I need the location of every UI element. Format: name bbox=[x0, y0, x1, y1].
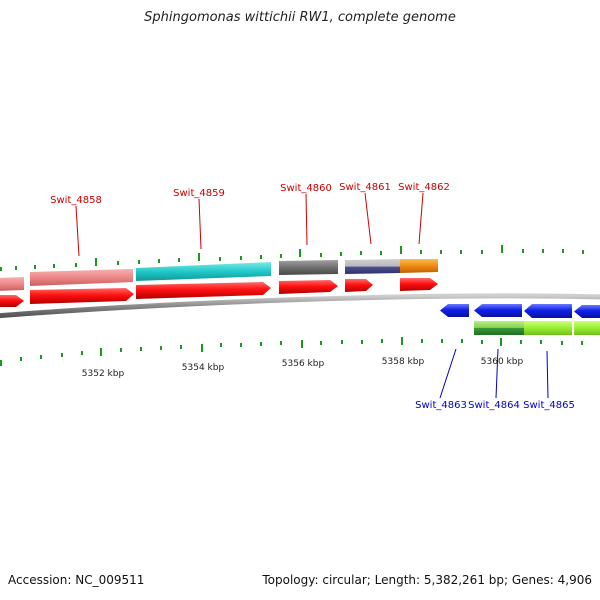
label-leader-line bbox=[198, 198, 202, 250]
accession-text: Accession: NC_009511 bbox=[8, 573, 145, 587]
gene-label-swit-4865[interactable]: Swit_4865 bbox=[523, 400, 575, 411]
scale-label: 5360 kbp bbox=[481, 357, 524, 367]
scale-label: 5354 kbp bbox=[182, 363, 225, 373]
cds-forward-arrow[interactable] bbox=[345, 279, 373, 292]
label-leader-line bbox=[364, 192, 372, 245]
cds-forward-arrow[interactable] bbox=[0, 295, 24, 307]
forward-gene-labels: Swit_4858 Swit_4859 Swit_4860 Swit_4861 … bbox=[50, 182, 450, 257]
reverse-gene-labels: Swit_4863 Swit_4864 Swit_4865 bbox=[415, 348, 575, 411]
gene-label-swit-4860[interactable]: Swit_4860 bbox=[280, 183, 332, 194]
forward-cds-track bbox=[0, 278, 438, 307]
genome-backbone bbox=[0, 293, 600, 319]
cog-band-4859[interactable] bbox=[136, 262, 271, 281]
gene-label-swit-4864[interactable]: Swit_4864 bbox=[468, 400, 520, 411]
inner-tick-ring bbox=[0, 337, 583, 366]
map-title: Sphingomonas wittichii RW1, complete gen… bbox=[144, 10, 456, 25]
gene-label-swit-4862[interactable]: Swit_4862 bbox=[398, 182, 450, 193]
label-leader-line bbox=[305, 193, 308, 246]
scale-labels: 5352 kbp 5354 kbp 5356 kbp 5358 kbp 5360… bbox=[82, 357, 524, 379]
scale-label: 5358 kbp bbox=[382, 357, 425, 367]
label-leader-line bbox=[546, 350, 549, 399]
gene-label-swit-4858[interactable]: Swit_4858 bbox=[50, 195, 102, 206]
cds-reverse-arrow[interactable] bbox=[474, 304, 522, 317]
label-leader-line bbox=[439, 348, 457, 399]
cog-band-4858[interactable] bbox=[30, 269, 133, 286]
cog-band-4864[interactable] bbox=[474, 321, 524, 335]
cds-forward-arrow[interactable] bbox=[136, 282, 271, 299]
label-leader-line bbox=[418, 192, 424, 245]
forward-cog-track bbox=[0, 259, 438, 291]
cds-forward-arrow[interactable] bbox=[279, 280, 338, 294]
cds-forward-arrow[interactable] bbox=[30, 288, 134, 304]
label-leader-line bbox=[495, 348, 499, 399]
reverse-cds-track bbox=[440, 304, 600, 318]
genome-summary-text: Topology: circular; Length: 5,382,261 bp… bbox=[262, 573, 592, 587]
scale-label: 5352 kbp bbox=[82, 369, 125, 379]
gene-label-swit-4861[interactable]: Swit_4861 bbox=[339, 182, 391, 193]
cds-reverse-arrow[interactable] bbox=[440, 304, 469, 317]
cog-band-4862[interactable] bbox=[400, 259, 438, 273]
outer-tick-ring bbox=[0, 245, 584, 271]
reverse-cog-track bbox=[474, 321, 600, 335]
cog-band-4860[interactable] bbox=[279, 260, 338, 275]
gene-label-swit-4859[interactable]: Swit_4859 bbox=[173, 188, 225, 199]
label-leader-line bbox=[75, 205, 80, 257]
cog-band-4858[interactable] bbox=[0, 277, 24, 291]
gene-label-swit-4863[interactable]: Swit_4863 bbox=[415, 400, 467, 411]
cog-band-4861[interactable] bbox=[345, 259, 400, 274]
cog-band-4865[interactable] bbox=[524, 321, 572, 335]
cds-forward-arrow[interactable] bbox=[400, 278, 438, 291]
cog-band-4865[interactable] bbox=[574, 321, 600, 335]
scale-label: 5356 kbp bbox=[282, 359, 325, 369]
cds-reverse-arrow[interactable] bbox=[574, 305, 600, 318]
cds-reverse-arrow[interactable] bbox=[524, 304, 572, 318]
